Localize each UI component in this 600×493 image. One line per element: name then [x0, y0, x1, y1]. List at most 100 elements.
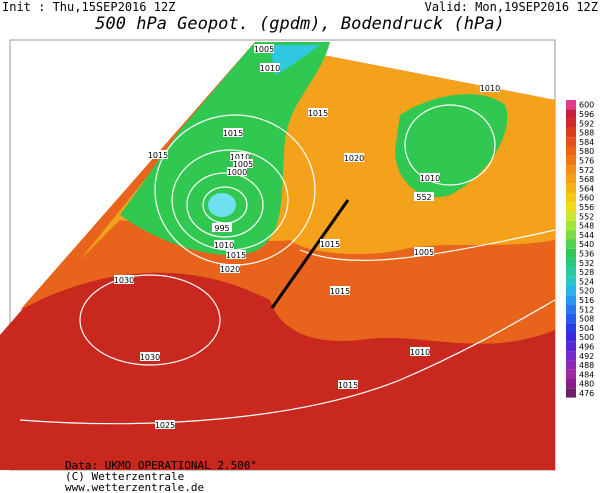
scale-label: 480: [579, 380, 594, 389]
contour-label: 1015: [148, 151, 168, 160]
scale-band: [566, 295, 576, 305]
scale-label: 560: [579, 194, 594, 203]
scale-label: 524: [579, 277, 594, 286]
scale-label: 496: [579, 342, 594, 351]
scale-band: [566, 341, 576, 352]
scale-band: [566, 369, 576, 379]
contour-label-bg: [227, 167, 247, 176]
scale-label: 488: [579, 361, 594, 370]
low-green-north: [395, 94, 508, 198]
contour-label-bg: [330, 286, 350, 295]
scale-band: [566, 239, 576, 249]
scale-band: [566, 174, 576, 184]
valid-time: Valid: Mon,19SEP2016 12Z: [425, 0, 598, 14]
contour-label: 1030: [114, 276, 134, 285]
contour-label-bg: [344, 153, 364, 162]
scale-label: 540: [579, 240, 594, 249]
contour-label: 1005: [233, 160, 253, 169]
color-scale: 6005965925885845805765725685645605565525…: [566, 100, 594, 398]
scale-band: [566, 146, 576, 156]
scale-label: 596: [579, 110, 594, 119]
contour-label: 1010: [410, 348, 430, 357]
contour-label: 1030: [140, 353, 160, 362]
scale-band: [566, 286, 576, 296]
contour-label-bg: [220, 264, 240, 273]
contour-label: 1015: [226, 251, 246, 260]
scale-band: [566, 323, 576, 333]
scale-label: 516: [579, 296, 594, 305]
scale-band: [566, 379, 576, 389]
contour-label: 1005: [254, 45, 274, 54]
data-source: Data: UKMO OPERATIONAL 2.500°: [65, 459, 257, 472]
contour-label-bg: [308, 108, 328, 117]
scale-band: [566, 276, 576, 286]
scale-label: 576: [579, 156, 594, 165]
scale-band: [566, 220, 576, 231]
contour-label-bg: [233, 159, 253, 168]
contour-label-bg: [414, 247, 434, 256]
scale-band: [566, 248, 576, 259]
contour-label: 1015: [330, 287, 350, 296]
trough-line: [270, 199, 350, 309]
contour-label-bg: [410, 347, 430, 356]
scale-label: 532: [579, 259, 594, 268]
scale-label: 600: [579, 101, 594, 110]
init-time: Init : Thu,15SEP2016 12Z: [2, 0, 175, 14]
scale-label: 564: [579, 184, 594, 193]
scale-label: 500: [579, 333, 594, 342]
contour-label: 1010: [214, 241, 234, 250]
scale-band: [566, 100, 576, 110]
scale-band: [566, 155, 576, 166]
scale-label: 580: [579, 147, 594, 156]
contour-label: 995: [214, 224, 229, 233]
contour-label: 1025: [155, 421, 175, 430]
contour-label: 1015: [308, 109, 328, 118]
scale-band: [566, 127, 576, 138]
scale-label: 584: [579, 138, 594, 147]
scale-label: 568: [579, 175, 594, 184]
contour-label-bg: [260, 63, 280, 72]
contour-label: 1015: [320, 240, 340, 249]
scale-band: [566, 193, 576, 203]
contour-label-bg: [480, 83, 500, 92]
scale-label: 520: [579, 287, 594, 296]
scale-band: [566, 230, 576, 240]
scale-band: [566, 313, 576, 324]
contour-label: 1010: [230, 153, 250, 162]
copyright: (C) Wetterzentrale: [65, 470, 184, 483]
low-core: [208, 193, 236, 217]
scale-label: 492: [579, 352, 594, 361]
contour-label: 1015: [223, 129, 243, 138]
scale-band: [566, 165, 576, 175]
contour-label: 552: [416, 193, 431, 202]
scale-band: [566, 109, 576, 119]
contour-label-bg: [155, 420, 175, 429]
contour-label: 1010: [480, 84, 500, 93]
contour-label: 1010: [420, 174, 440, 183]
scale-label: 484: [579, 370, 594, 379]
scale-band: [566, 388, 576, 398]
contour-label: 1000: [227, 168, 247, 177]
contour-label-bg: [254, 44, 274, 53]
scale-label: 528: [579, 268, 594, 277]
scale-label: 476: [579, 389, 594, 398]
contour-label-bg: [226, 250, 246, 259]
contour-label: 1020: [344, 154, 364, 163]
scale-label: 548: [579, 222, 594, 231]
url: www.wetterzentrale.de: [65, 481, 204, 493]
scale-label: 556: [579, 203, 594, 212]
contour-label-bg: [230, 152, 250, 161]
contour-label-bg: [320, 239, 340, 248]
contour-label: 1015: [338, 381, 358, 390]
scale-label: 588: [579, 129, 594, 138]
scale-band: [566, 332, 576, 342]
low-cyan: [270, 45, 320, 75]
scale-band: [566, 267, 576, 277]
scale-label: 592: [579, 119, 594, 128]
scale-label: 508: [579, 315, 594, 324]
scale-label: 512: [579, 305, 594, 314]
scale-band: [566, 304, 576, 314]
scale-label: 552: [579, 212, 594, 221]
contour-label-bg: [114, 275, 134, 284]
